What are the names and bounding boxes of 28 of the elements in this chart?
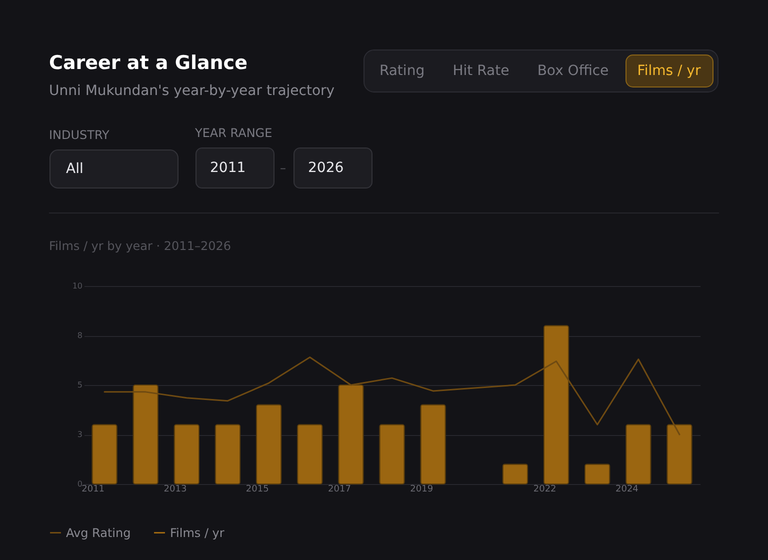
text: – xyxy=(280,161,286,175)
x-tick-label: 2019 xyxy=(410,484,434,494)
x-tick-label: 2024 xyxy=(615,484,639,494)
chart-title: Career at a Glance xyxy=(49,52,248,74)
text: 2026 xyxy=(308,160,344,176)
y-tick-label: 3 xyxy=(77,430,82,439)
chart-subtitle: Unni Mukundan's year-by-year trajectory xyxy=(49,83,335,99)
text: Films / yr by year · 2011–2026 xyxy=(49,239,231,253)
x-tick-label: 2011 xyxy=(82,484,105,494)
text: YEAR RANGE xyxy=(194,126,272,140)
text: Films / yr xyxy=(637,63,701,79)
text: Rating xyxy=(379,63,425,79)
y-tick-label: 5 xyxy=(77,380,82,390)
text: INDUSTRY xyxy=(49,128,110,142)
x-tick-label: 2022 xyxy=(533,484,556,494)
legend-label: Avg Rating xyxy=(66,526,131,540)
legend-label: Films / yr xyxy=(170,526,224,540)
line-series xyxy=(104,356,680,436)
x-tick-label: 2017 xyxy=(328,484,351,494)
text: Box Office xyxy=(537,63,609,79)
y-tick-label: 0 xyxy=(77,480,82,488)
y-tick-label: 10 xyxy=(72,282,82,290)
text: 2011 xyxy=(210,160,246,176)
x-tick-label: 2015 xyxy=(246,484,269,494)
text: Hit Rate xyxy=(452,63,510,79)
y-tick-label: 8 xyxy=(77,331,82,340)
text: All xyxy=(66,161,84,177)
x-tick-label: 2013 xyxy=(164,484,187,494)
